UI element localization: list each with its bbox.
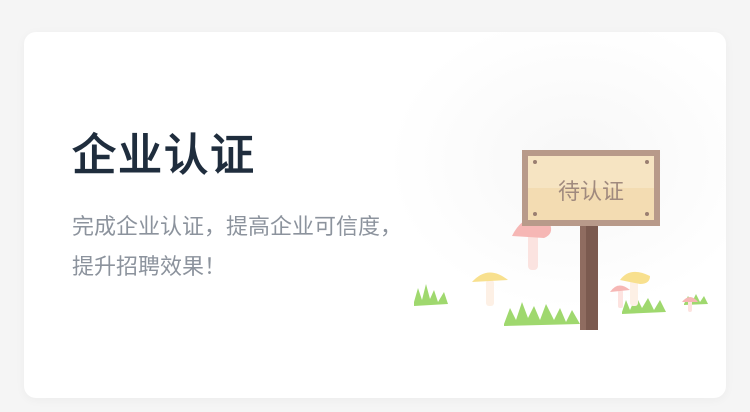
card-title: 企业认证 <box>72 130 256 181</box>
sign-board: 待认证 <box>522 150 660 226</box>
description-line-2: 提升招聘效果！ <box>72 255 227 280</box>
description-line-1: 完成企业认证，提高企业可信度， <box>72 215 403 240</box>
pending-certification-illustration: 待认证 <box>414 150 708 330</box>
mushroom-icon <box>682 297 698 312</box>
mushroom-icon <box>620 271 650 306</box>
enterprise-certification-card[interactable]: 企业认证 完成企业认证，提高企业可信度， 提升招聘效果！ <box>24 32 726 398</box>
sign-text: 待认证 <box>558 180 624 205</box>
card-description: 完成企业认证，提高企业可信度， 提升招聘效果！ <box>72 208 472 288</box>
mushroom-icon <box>610 285 630 308</box>
mushroom-icon <box>472 272 508 306</box>
grass-icon <box>414 284 708 326</box>
